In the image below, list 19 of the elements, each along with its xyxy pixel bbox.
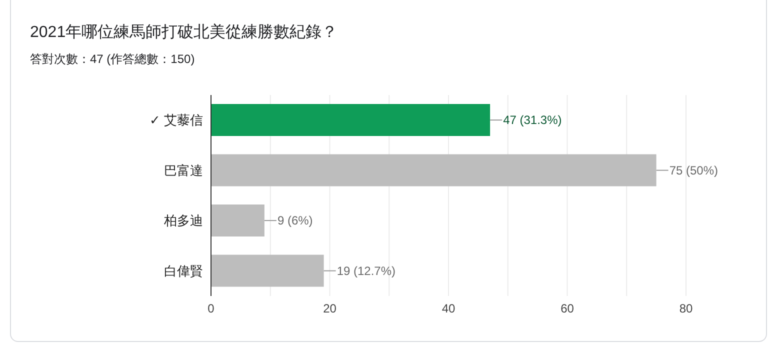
data-label: 19 (12.7%) bbox=[336, 264, 396, 278]
y-tick-label: 白偉賢 bbox=[164, 263, 203, 278]
x-tick-label: 80 bbox=[679, 302, 693, 316]
x-tick-label: 0 bbox=[208, 302, 215, 316]
data-label: 75 (50%) bbox=[669, 163, 718, 178]
data-label: 47 (31.3%) bbox=[503, 113, 562, 128]
bar bbox=[211, 104, 490, 136]
bar bbox=[211, 204, 264, 237]
y-tick-label: 巴富達 bbox=[164, 162, 203, 178]
x-tick-label: 60 bbox=[560, 302, 574, 316]
y-tick-label: 柏多迪 bbox=[163, 213, 203, 228]
x-tick-label: 20 bbox=[323, 302, 337, 316]
chart-title: 2021年哪位練馬師打破北美從練勝數紀錄？ bbox=[30, 22, 338, 43]
bar bbox=[211, 254, 324, 287]
text: 答對次數：47 (作答總數：150) bbox=[30, 51, 195, 68]
data-label: 9 (6%) bbox=[277, 214, 313, 228]
y-tick-label: ✓ 艾藜信 bbox=[149, 112, 203, 128]
x-tick-label: 40 bbox=[442, 302, 456, 316]
bar bbox=[211, 154, 656, 186]
